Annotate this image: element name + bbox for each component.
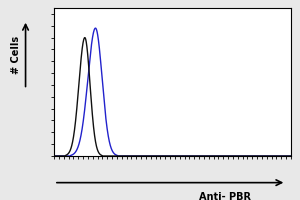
Text: Anti- PBR: Anti- PBR: [199, 192, 250, 200]
Text: # Cells: # Cells: [11, 36, 21, 74]
